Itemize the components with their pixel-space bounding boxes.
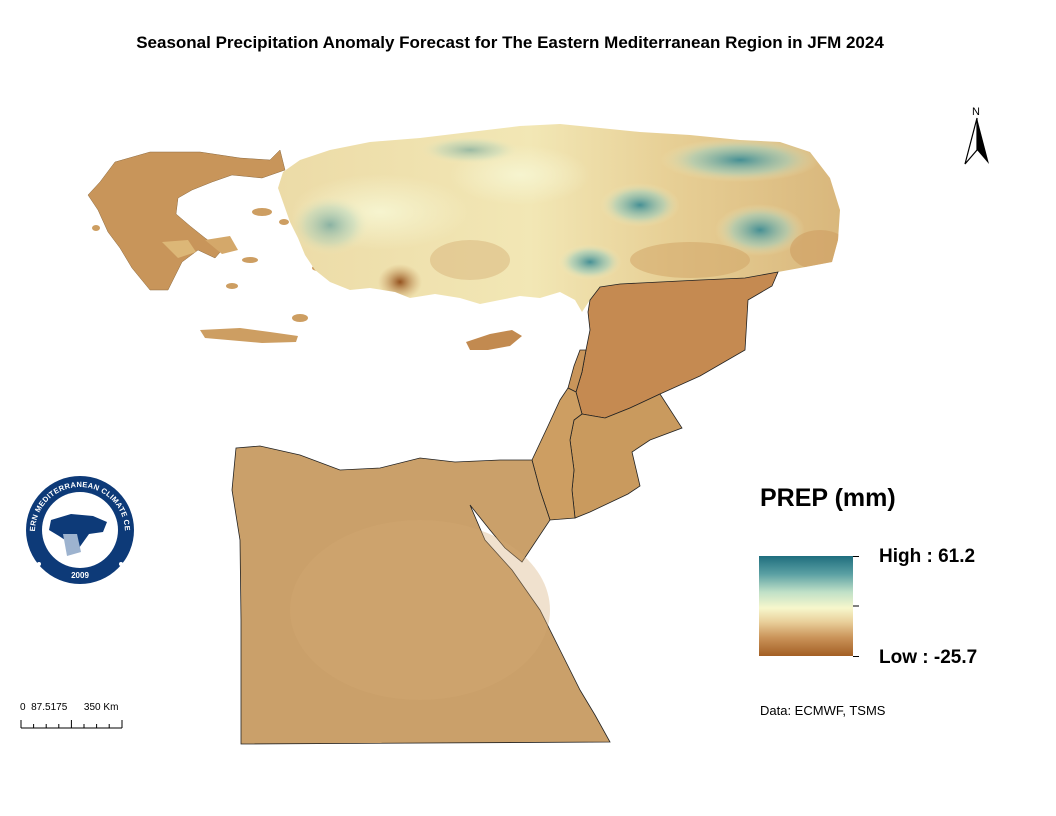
north-arrow-icon	[964, 117, 989, 165]
turkey-region	[278, 124, 840, 312]
legend-low-label: Low : -25.7	[879, 647, 978, 668]
greece-region	[87, 149, 286, 291]
north-arrow-letter: N	[972, 106, 980, 118]
legend-color-ramp	[759, 556, 853, 656]
cyprus-region	[466, 330, 522, 350]
israel-palestine-region	[531, 387, 583, 521]
map-title: Seasonal Precipitation Anomaly Forecast …	[136, 33, 884, 52]
logo-year: 2009	[71, 571, 89, 580]
data-source: Data: ECMWF, TSMS	[760, 703, 886, 718]
emcc-logo: EASTERN MEDITERRANEAN CLIMATE CENTRE 200…	[19, 474, 134, 584]
legend-ticks	[853, 556, 859, 657]
syria-region	[575, 271, 779, 419]
scale-bar-labels: 0 87.5175 350 Km	[20, 702, 119, 713]
legend-title: PREP (mm)	[760, 484, 896, 512]
egypt-region	[231, 445, 611, 745]
legend-high-label: High : 61.2	[879, 546, 976, 567]
scale-bar	[20, 720, 123, 729]
egypt-shading	[290, 520, 550, 700]
